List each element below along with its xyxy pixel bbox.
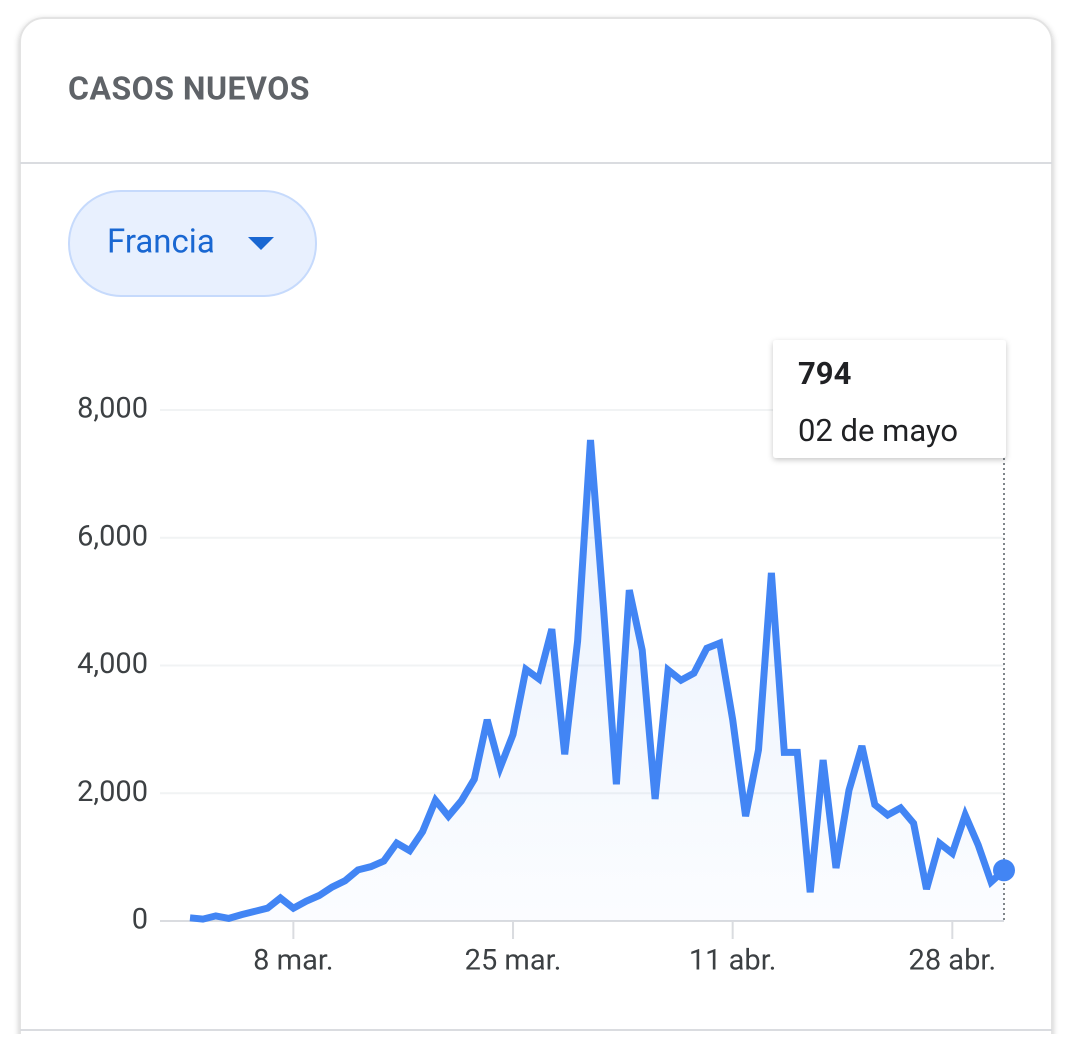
card-title: CASOS NUEVOS [68,69,310,107]
tooltip-date: 02 de mayo [798,412,958,449]
y-tick-label: 2,000 [77,775,148,809]
line [189,439,1007,923]
x-tick-label: 28 abr. [909,944,997,978]
y-tick-label: 4,000 [77,647,148,681]
dropdown-label[interactable]: Francia [107,223,215,262]
dropdown-caret[interactable] [248,237,274,250]
x-tick-label: 8 mar. [253,944,333,978]
hover-dot [993,859,1015,882]
x-tick-label: 11 abr. [689,944,777,978]
country-dropdown[interactable]: Francia [68,190,317,297]
y-tick-label: 0 [132,903,148,937]
tooltip: 794 02 de mayo [773,340,1006,458]
y-tick-label: 8,000 [77,392,148,426]
dropdown-chip[interactable] [68,190,317,297]
y-tick-label: 6,000 [77,519,148,553]
tooltip-box [773,340,1006,458]
x-tick-label: 25 mar. [465,944,562,978]
tooltip-value: 794 [798,355,851,392]
